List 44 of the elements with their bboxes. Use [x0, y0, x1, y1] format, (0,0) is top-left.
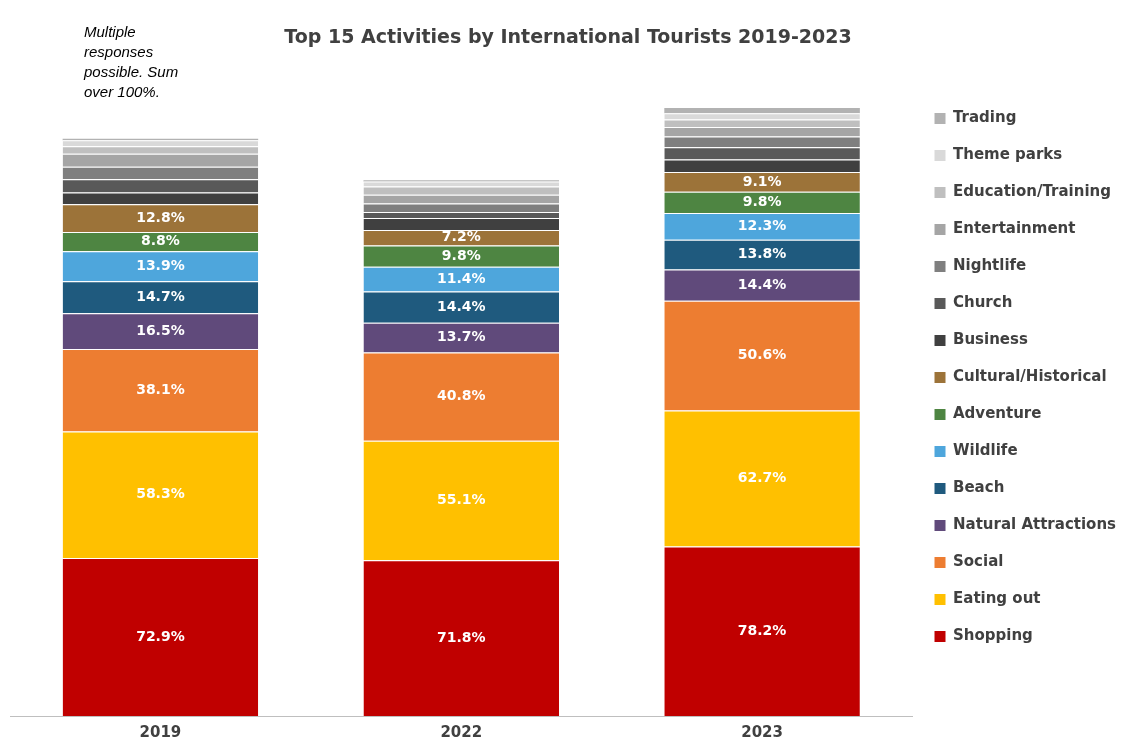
chart-title: Top 15 Activities by International Tourists 2019-2023 — [284, 25, 852, 48]
legend-label: Beach — [953, 478, 1005, 497]
data-label: 50.6% — [737, 346, 787, 363]
legend-label: Shopping — [953, 626, 1033, 645]
legend-label: Adventure — [953, 404, 1042, 423]
data-label: 9.8% — [742, 193, 782, 209]
data-label: 72.9% — [136, 627, 185, 644]
x-tick-label: 2022 — [440, 722, 483, 741]
legend-label: Entertainment — [953, 219, 1076, 238]
legend-label: Theme parks — [953, 145, 1063, 164]
data-label: 7.2% — [441, 228, 481, 245]
legend-label: Wildlife — [953, 441, 1018, 460]
legend-label: Church — [953, 293, 1013, 312]
data-label: 11.4% — [436, 269, 486, 286]
data-label: 16.5% — [136, 321, 185, 338]
data-label: 58.3% — [136, 485, 185, 502]
legend-label: Education/Training — [953, 182, 1111, 201]
data-label: 40.8% — [436, 387, 486, 404]
data-label: 12.3% — [737, 216, 787, 233]
data-label: 9.1% — [742, 172, 782, 189]
data-label: 12.8% — [136, 208, 185, 225]
data-label: 13.8% — [737, 245, 787, 262]
data-label: 13.9% — [136, 256, 185, 273]
data-label: 62.7% — [737, 469, 787, 486]
data-label: 55.1% — [436, 491, 486, 508]
text: Multiple responses possible. Sum over 100%. — [84, 22, 180, 102]
data-label: 8.8% — [141, 232, 180, 249]
legend-label: Natural Attractions — [953, 515, 1117, 534]
legend-label: Eating out — [953, 589, 1041, 608]
data-label: 14.4% — [436, 297, 486, 314]
data-label: 14.7% — [136, 287, 185, 304]
legend-label: Cultural/Historical — [953, 367, 1107, 386]
data-label: 71.8% — [436, 628, 486, 645]
x-tick-label: 2019 — [139, 722, 182, 741]
data-label: 38.1% — [136, 380, 185, 397]
data-label: 14.4% — [737, 275, 787, 292]
legend-label: Trading — [953, 108, 1017, 127]
x-tick-label: 2023 — [741, 722, 783, 741]
legend-label: Social — [953, 552, 1004, 571]
data-label: 13.7% — [436, 328, 486, 345]
data-label: 9.8% — [441, 246, 481, 263]
legend-label: Business — [953, 330, 1028, 349]
legend-label: Nightlife — [953, 256, 1027, 275]
data-label: 78.2% — [737, 621, 787, 638]
